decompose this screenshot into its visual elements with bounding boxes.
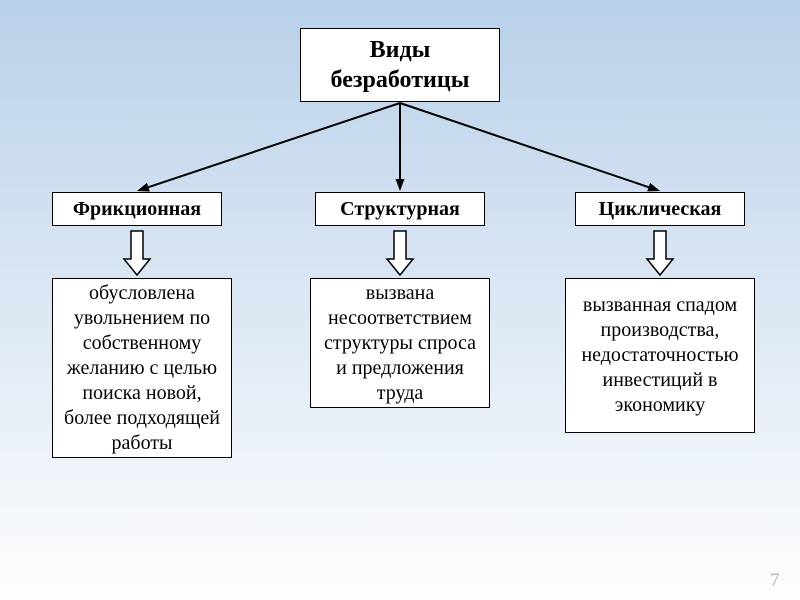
root-label: Виды безработицы bbox=[331, 35, 470, 95]
branch-title-frictional-label: Фрикционная bbox=[73, 197, 201, 222]
branch-title-structural: Структурная bbox=[315, 192, 485, 226]
branch-title-structural-label: Структурная bbox=[340, 197, 460, 222]
branch-title-frictional: Фрикционная bbox=[52, 192, 222, 226]
branch-title-cyclical: Циклическая bbox=[575, 192, 745, 226]
branch-desc-frictional-label: обусловлена увольнением по собственному … bbox=[61, 281, 223, 456]
branch-desc-structural-label: вызвана несоответствием структуры спроса… bbox=[319, 281, 481, 406]
branch-desc-structural: вызвана несоответствием структуры спроса… bbox=[310, 278, 490, 408]
branch-desc-cyclical-label: вызванная спадом производства, недостато… bbox=[574, 293, 746, 418]
branch-desc-cyclical: вызванная спадом производства, недостато… bbox=[565, 278, 755, 433]
branch-title-cyclical-label: Циклическая bbox=[599, 197, 722, 222]
slide: Виды безработицы Фрикционная обусловлена… bbox=[0, 0, 800, 600]
root-box: Виды безработицы bbox=[300, 28, 500, 102]
branch-desc-frictional: обусловлена увольнением по собственному … bbox=[52, 278, 232, 458]
page-number: 7 bbox=[770, 570, 779, 592]
